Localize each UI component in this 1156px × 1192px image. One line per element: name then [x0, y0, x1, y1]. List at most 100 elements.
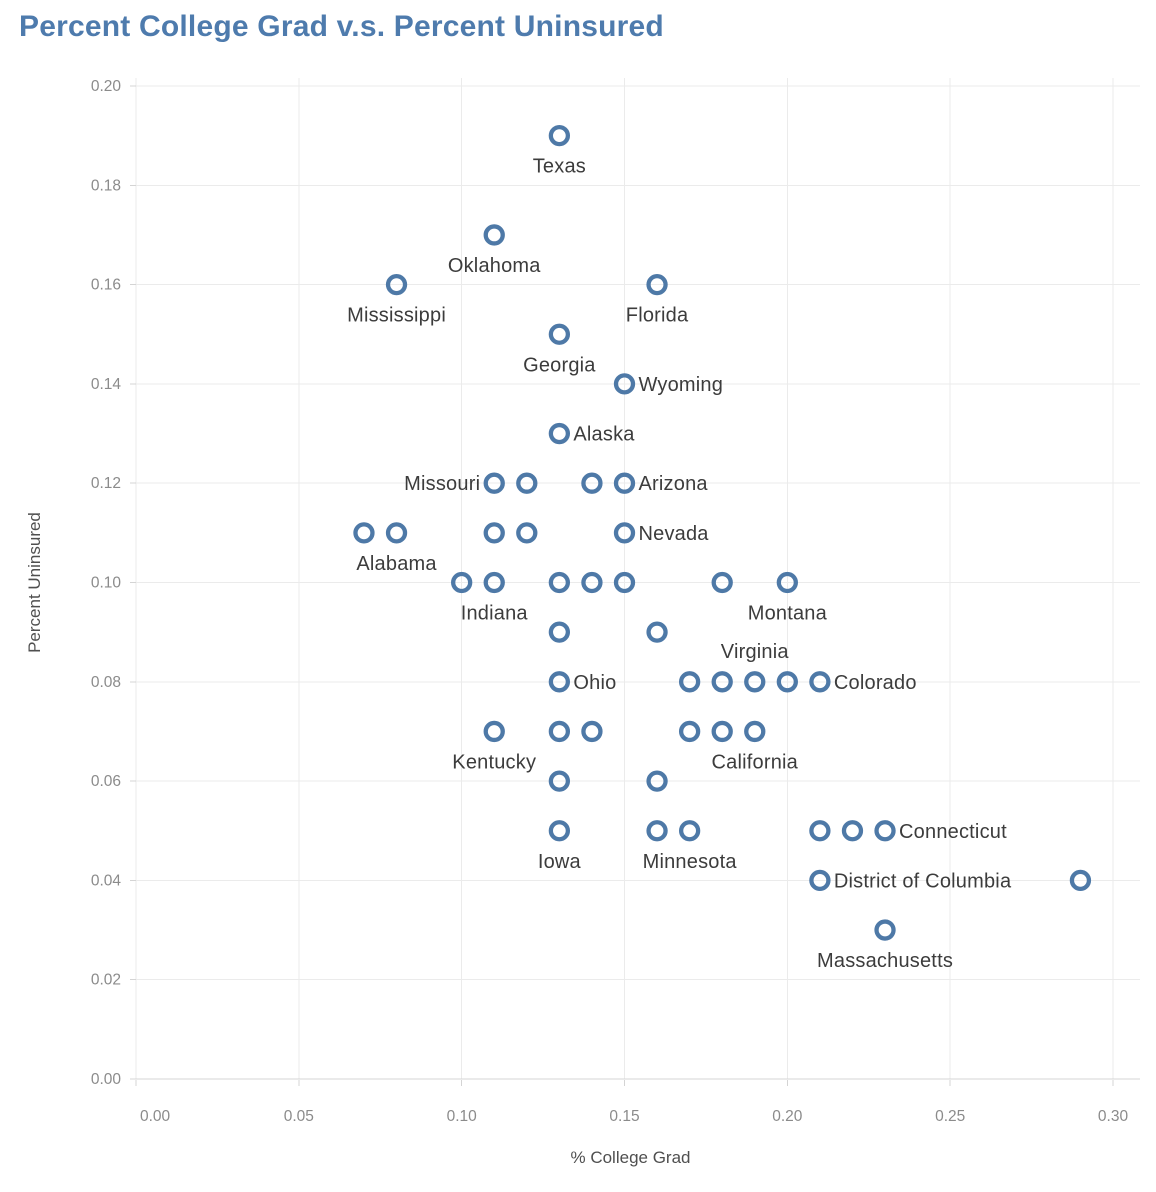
- data-point-ohio: [548, 671, 571, 693]
- x-tick-label: 0.00: [140, 1108, 171, 1125]
- data-point: [646, 770, 668, 792]
- data-point: [711, 671, 733, 693]
- data-point: [841, 820, 864, 842]
- state-label-minnesota: Minnesota: [643, 851, 738, 873]
- data-point-arizona: [613, 472, 636, 494]
- data-point: [776, 671, 798, 693]
- data-point-montana: [776, 571, 798, 594]
- x-tick-label: 0.10: [447, 1108, 478, 1125]
- data-point: [678, 720, 701, 743]
- y-tick-label: 0.02: [91, 972, 121, 989]
- data-point: [451, 571, 473, 594]
- state-label-alaska: Alaska: [573, 424, 635, 446]
- data-point: [613, 571, 636, 594]
- data-point-indiana: [483, 571, 505, 594]
- chart-title: Percent College Grad v.s. Percent Uninsu…: [19, 10, 664, 43]
- data-point-kentucky: [483, 720, 505, 743]
- data-point: [581, 472, 603, 494]
- data-point-oklahoma: [483, 224, 505, 246]
- data-point: [1069, 869, 1092, 892]
- data-point: [581, 720, 603, 743]
- state-label-mississippi: Mississippi: [347, 305, 446, 327]
- data-point: [548, 770, 571, 792]
- data-point-wyoming: [613, 373, 636, 395]
- y-tick-label: 0.06: [91, 773, 121, 790]
- y-tick-label: 0.08: [91, 674, 121, 691]
- data-points: [353, 124, 1092, 941]
- data-point-california: [744, 720, 766, 743]
- state-label-colorado: Colorado: [834, 672, 917, 694]
- x-axis-title: % College Grad: [570, 1148, 690, 1167]
- tick-labels: 0.00 0.05 0.10 0.15 0.20 0.25 0.30 0.00 0.02 0.04…: [91, 78, 1129, 1125]
- state-label-wyoming: Wyoming: [639, 374, 724, 396]
- y-tick-label: 0.18: [91, 177, 121, 194]
- y-tick-label: 0.20: [91, 78, 122, 95]
- state-label-indiana: Indiana: [461, 603, 529, 625]
- data-point: [516, 522, 538, 544]
- state-label-florida: Florida: [626, 305, 689, 327]
- state-label-georgia: Georgia: [523, 354, 596, 376]
- x-tick-label: 0.30: [1098, 1108, 1129, 1125]
- data-point: [646, 820, 668, 842]
- state-label-connecticut: Connecticut: [899, 821, 1007, 843]
- data-point: [516, 472, 538, 494]
- data-point-alabama: [385, 522, 408, 544]
- data-point-minnesota: [678, 820, 701, 842]
- data-point-connecticut: [874, 820, 896, 842]
- state-label-california: California: [712, 751, 799, 773]
- state-label-ohio: Ohio: [573, 672, 616, 694]
- data-point-virginia: [744, 671, 766, 693]
- point-labels: Texas Oklahoma Mississippi Florida Georgia Wy…: [347, 156, 1012, 972]
- data-point-texas: [548, 124, 571, 147]
- state-label-arizona: Arizona: [639, 473, 709, 495]
- data-point-florida: [646, 273, 668, 296]
- state-label-kentucky: Kentucky: [452, 751, 536, 773]
- data-point: [483, 522, 505, 544]
- state-label-district-of-columbia: District of Columbia: [834, 870, 1012, 892]
- data-point-district-of-columbia: [809, 869, 831, 892]
- data-point-mississippi: [385, 273, 408, 296]
- x-tick-label: 0.20: [772, 1108, 803, 1125]
- y-axis-title: Percent Uninsured: [25, 512, 44, 653]
- y-tick-label: 0.10: [91, 575, 122, 592]
- x-tick-label: 0.25: [935, 1108, 965, 1125]
- state-label-massachusetts: Massachusetts: [817, 950, 953, 972]
- state-label-montana: Montana: [748, 603, 828, 625]
- data-point-nevada: [613, 522, 636, 544]
- y-tick-label: 0.00: [91, 1071, 122, 1088]
- state-label-alabama: Alabama: [356, 553, 437, 575]
- data-point-alaska: [548, 422, 571, 445]
- y-tick-label: 0.16: [91, 277, 121, 294]
- y-tick-label: 0.12: [91, 475, 121, 492]
- data-point: [809, 820, 831, 842]
- state-label-missouri: Missouri: [404, 473, 480, 495]
- x-tick-label: 0.15: [609, 1108, 639, 1125]
- data-point: [711, 571, 733, 594]
- data-point: [353, 522, 375, 544]
- state-label-texas: Texas: [533, 156, 586, 178]
- data-point: [711, 720, 733, 743]
- axes: [130, 85, 1140, 1086]
- data-point-massachusetts: [874, 919, 896, 941]
- data-point: [548, 571, 571, 594]
- data-point-missouri: [483, 472, 505, 494]
- y-tick-label: 0.04: [91, 872, 122, 889]
- data-point: [646, 621, 668, 643]
- data-point-georgia: [548, 323, 571, 345]
- y-tick-label: 0.14: [91, 376, 122, 393]
- state-label-oklahoma: Oklahoma: [448, 255, 541, 277]
- data-point-iowa: [548, 820, 571, 842]
- data-point-colorado: [809, 671, 831, 693]
- data-point: [678, 671, 701, 693]
- x-tick-label: 0.05: [284, 1108, 314, 1125]
- data-point: [581, 571, 603, 594]
- data-point: [548, 621, 571, 643]
- state-label-virginia: Virginia: [721, 641, 790, 663]
- gridlines: [135, 78, 1140, 1080]
- state-label-nevada: Nevada: [639, 523, 710, 545]
- state-label-iowa: Iowa: [538, 851, 582, 873]
- data-point: [548, 720, 571, 743]
